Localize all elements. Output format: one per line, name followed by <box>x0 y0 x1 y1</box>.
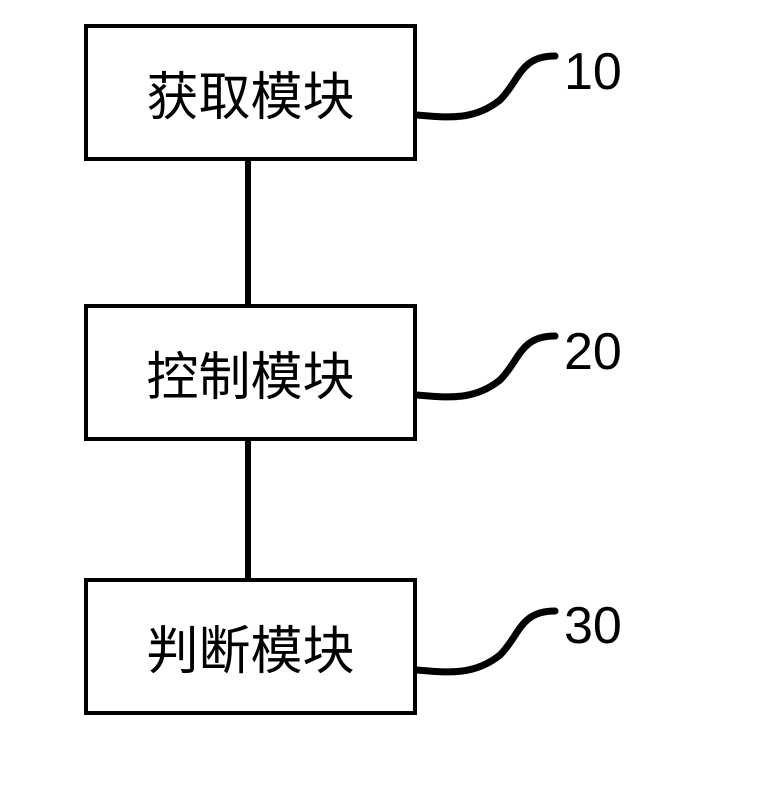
ref-label-30: 30 <box>564 596 622 656</box>
diagram-canvas: 获取模块 控制模块 判断模块 10 20 30 <box>0 0 767 796</box>
ref-curve-30 <box>0 0 767 796</box>
